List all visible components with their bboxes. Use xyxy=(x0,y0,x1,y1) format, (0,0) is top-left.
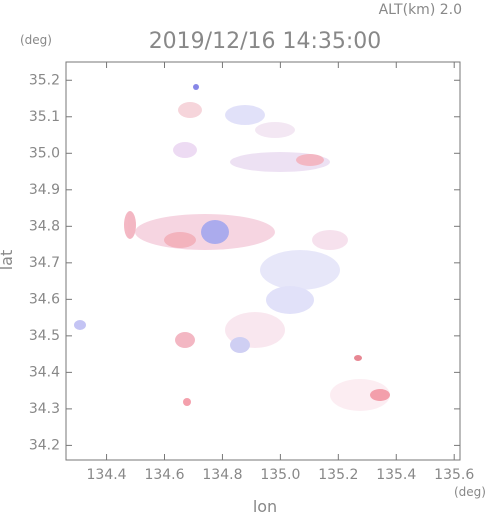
chart-title: 2019/12/16 14:35:00 xyxy=(149,29,382,54)
x-tick-label: 135.6 xyxy=(434,467,474,483)
y-tick-label: 34.5 xyxy=(29,328,60,344)
y-axis-label: lat xyxy=(0,250,16,271)
echo-field xyxy=(74,84,390,411)
y-tick-label: 34.2 xyxy=(29,437,60,453)
plot-frame xyxy=(65,61,461,461)
y-tick-label: 34.6 xyxy=(29,291,60,307)
x-tick-label: 135.4 xyxy=(376,467,416,483)
x-axis-label: lon xyxy=(253,497,277,516)
x-tick-label: 134.4 xyxy=(87,467,127,483)
x-tick-label: 134.8 xyxy=(202,467,242,483)
y-tick-label: 34.9 xyxy=(29,182,60,198)
subtitle: ALT(km) 2.0 xyxy=(379,2,462,18)
y-unit: (deg) xyxy=(20,33,52,47)
y-tick-label: 34.3 xyxy=(29,401,60,417)
y-tick-label: 34.4 xyxy=(29,364,60,380)
x-tick-label: 135.2 xyxy=(318,467,358,483)
x-unit: (deg) xyxy=(454,485,486,499)
x-tick-label: 135.0 xyxy=(260,467,300,483)
x-tick-label: 134.6 xyxy=(144,467,184,483)
y-tick-label: 35.0 xyxy=(29,145,60,161)
y-tick-label: 35.1 xyxy=(29,109,60,125)
y-tick-label: 34.8 xyxy=(29,218,60,234)
y-tick-label: 34.7 xyxy=(29,255,60,271)
y-tick-label: 35.2 xyxy=(29,72,60,88)
